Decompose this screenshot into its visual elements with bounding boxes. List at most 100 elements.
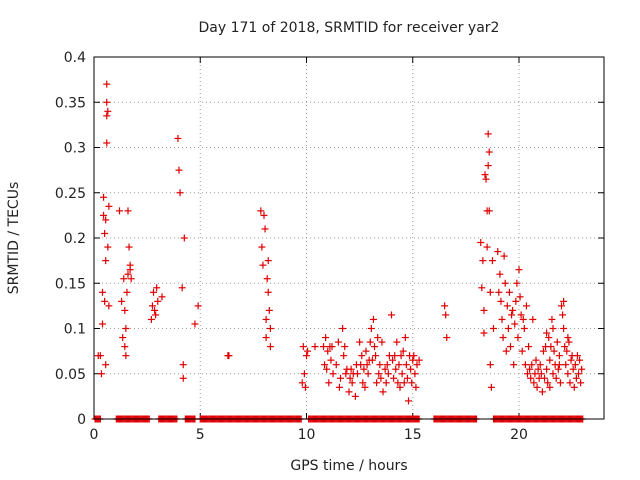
data-point — [549, 370, 557, 378]
data-point — [105, 302, 113, 310]
data-point — [122, 325, 130, 332]
data-point — [339, 325, 347, 332]
data-point — [499, 334, 507, 342]
data-point — [262, 315, 270, 323]
data-point — [377, 374, 385, 382]
data-point — [549, 325, 557, 332]
data-point — [104, 243, 112, 251]
data-point — [364, 370, 372, 378]
data-point — [504, 325, 512, 332]
data-point — [508, 311, 516, 319]
y-tick-label: 0 — [77, 412, 86, 428]
data-point — [507, 343, 514, 351]
data-point — [225, 352, 233, 360]
y-tick-label: 0.4 — [64, 50, 86, 66]
data-point — [266, 325, 274, 332]
data-point — [263, 275, 271, 283]
data-point — [104, 107, 112, 115]
data-point — [367, 325, 375, 332]
data-point — [179, 361, 187, 369]
data-point — [342, 370, 350, 378]
data-point — [558, 302, 565, 310]
data-point — [259, 261, 267, 269]
data-point — [347, 365, 355, 373]
data-point — [560, 325, 568, 332]
data-point — [570, 383, 578, 391]
data-point — [180, 234, 188, 242]
data-point — [500, 252, 508, 260]
data-point — [375, 370, 383, 378]
data-point — [125, 243, 133, 251]
data-point — [303, 352, 310, 360]
data-point — [257, 207, 265, 215]
chart-title: Day 171 of 2018, SRMTID for receiver yar… — [199, 20, 500, 36]
plot-frame — [93, 56, 605, 420]
data-point — [368, 356, 376, 364]
data-point — [384, 370, 392, 378]
data-point — [552, 374, 560, 382]
data-point — [194, 302, 202, 310]
data-point — [334, 338, 342, 346]
data-point — [521, 361, 529, 369]
data-point — [99, 288, 106, 296]
data-point — [260, 211, 268, 219]
data-point — [578, 365, 586, 373]
data-point — [258, 243, 266, 251]
data-point — [495, 288, 503, 296]
y-axis-title: SRMTID / TECUs — [6, 182, 22, 295]
data-point — [389, 356, 397, 364]
data-point — [300, 370, 308, 378]
data-point — [340, 352, 348, 360]
data-point — [490, 325, 497, 332]
data-point — [373, 379, 381, 387]
data-point — [103, 139, 111, 147]
data-point — [494, 248, 502, 256]
data-point — [496, 270, 504, 278]
data-point — [101, 229, 109, 237]
data-point — [299, 343, 307, 351]
data-point — [122, 352, 130, 360]
data-point — [264, 257, 272, 265]
data-point — [484, 130, 492, 138]
data-point — [262, 334, 270, 342]
data-point — [103, 80, 111, 88]
data-point — [359, 379, 367, 387]
data-point — [323, 365, 331, 373]
data-point — [555, 352, 563, 360]
data-point — [152, 311, 160, 319]
data-point — [378, 338, 386, 346]
y-tick-label: 0.1 — [64, 322, 86, 338]
data-point — [509, 306, 517, 314]
data-point — [261, 225, 269, 233]
y-tick-label: 0.2 — [64, 231, 86, 247]
data-point — [573, 352, 581, 360]
data-point — [405, 397, 412, 405]
data-point — [119, 334, 127, 342]
data-point — [266, 343, 274, 351]
y-tick-label: 0.05 — [55, 367, 86, 383]
data-point — [401, 334, 409, 342]
data-point — [325, 379, 333, 387]
data-point — [498, 315, 506, 323]
data-point — [392, 365, 400, 373]
data-point — [381, 365, 389, 373]
data-point — [103, 98, 111, 106]
data-point — [366, 338, 374, 346]
data-point — [505, 288, 513, 296]
data-point — [559, 311, 567, 319]
data-point — [298, 379, 306, 387]
x-tick-label: 15 — [404, 427, 422, 443]
data-point — [372, 352, 380, 360]
data-point — [360, 365, 368, 373]
data-point — [564, 334, 572, 342]
data-point — [395, 361, 403, 369]
data-point — [116, 207, 123, 215]
data-point — [527, 374, 535, 382]
data-point — [103, 112, 111, 120]
data-point — [118, 297, 126, 305]
data-point — [265, 306, 273, 314]
data-point — [550, 347, 558, 355]
data-point — [563, 347, 571, 355]
data-point — [371, 343, 378, 351]
data-point — [546, 383, 554, 391]
